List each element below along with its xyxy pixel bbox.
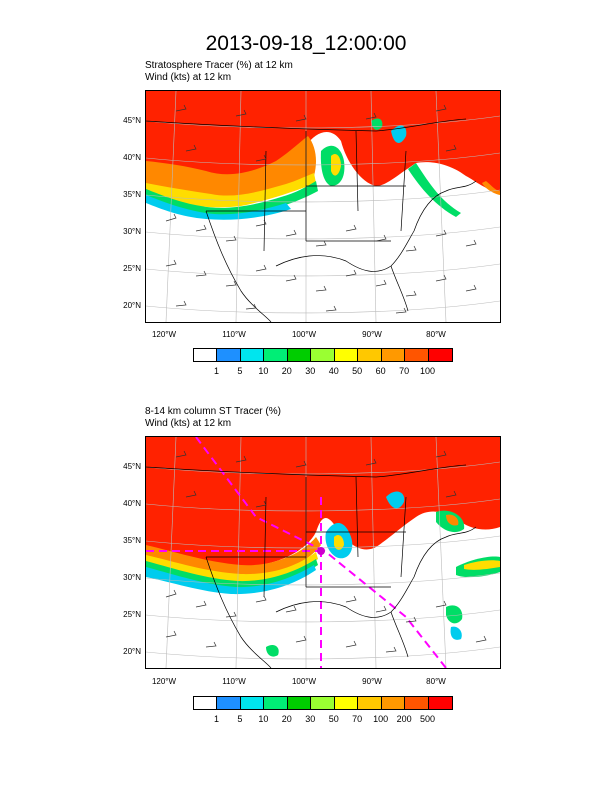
panel1-lon-label: 80°W — [426, 330, 446, 339]
colorbar-swatch — [311, 349, 335, 361]
colorbar-tick-label: 200 — [396, 714, 412, 724]
colorbar-tick-label: 10 — [258, 366, 269, 376]
colorbar-tick-label: 500 — [420, 714, 436, 724]
colorbar-swatch — [311, 697, 335, 709]
panel2-lon-label: 120°W — [151, 677, 177, 686]
colorbar-swatch — [194, 697, 218, 709]
panel1-field-title: Stratosphere Tracer (%) at 12 km — [145, 60, 293, 71]
colorbar-swatch — [240, 697, 265, 709]
colorbar-tick-label: 50 — [328, 714, 339, 724]
panel2-wind-title: Wind (kts) at 12 km — [145, 418, 232, 429]
colorbar-swatch — [334, 697, 359, 709]
colorbar-tick-label: 30 — [305, 366, 316, 376]
panel2-map-svg — [146, 437, 500, 668]
panel2-lon-label: 90°W — [362, 677, 382, 686]
panel2-dashed-trajectory — [146, 437, 447, 668]
panel1-wind-barbs — [165, 104, 477, 314]
colorbar-tick-label: 100 — [420, 366, 436, 376]
colorbar-tick-label: 70 — [399, 366, 410, 376]
panel1-lon-label: 90°W — [362, 330, 382, 339]
colorbar-swatch — [381, 349, 406, 361]
panel2-lon-label: 100°W — [291, 677, 317, 686]
colorbar-swatch — [381, 697, 406, 709]
panel2-lat-label: 20°N — [123, 647, 141, 656]
colorbar-swatch — [287, 697, 312, 709]
panel2-lon-label: 110°W — [222, 677, 246, 686]
colorbar-tick-label: 70 — [352, 714, 363, 724]
colorbar-swatch — [428, 349, 452, 361]
colorbar-tick-label: 60 — [375, 366, 386, 376]
colorbar-swatch — [217, 349, 241, 361]
panel2-lat-label: 40°N — [123, 499, 141, 508]
panel1-lat-label: 45°N — [123, 116, 141, 125]
panel2-lat-label: 30°N — [123, 573, 141, 582]
colorbar-tick-label: 20 — [281, 714, 292, 724]
panel2-map — [145, 436, 501, 669]
colorbar-swatch — [428, 697, 452, 709]
colorbar-swatch — [217, 697, 241, 709]
figure-title: 2013-09-18_12:00:00 — [205, 32, 407, 55]
colorbar-swatch — [194, 349, 218, 361]
panel1-map — [145, 90, 501, 323]
panel2-lat-label: 25°N — [123, 610, 141, 619]
colorbar-swatch — [240, 349, 265, 361]
colorbar-tick-label: 40 — [328, 366, 339, 376]
colorbar-swatch — [334, 349, 359, 361]
panel2-colorbar — [193, 696, 453, 710]
panel2-wind-barbs — [165, 450, 487, 653]
colorbar-swatch — [287, 349, 312, 361]
panel1-map-svg — [146, 91, 500, 322]
colorbar-swatch — [358, 697, 382, 709]
colorbar-tick-label: 10 — [258, 714, 269, 724]
panel1-lat-label: 35°N — [123, 190, 141, 199]
colorbar-swatch — [405, 349, 429, 361]
panel1-wind-title: Wind (kts) at 12 km — [145, 72, 232, 83]
colorbar-tick-label: 1 — [213, 366, 219, 376]
colorbar-tick-label: 20 — [281, 366, 292, 376]
panel1-lat-label: 20°N — [123, 301, 141, 310]
panel2-field-title: 8-14 km column ST Tracer (%) — [145, 406, 281, 417]
panel1-lon-label: 100°W — [291, 330, 317, 339]
panel1-colorbar — [193, 348, 453, 362]
panel1-lon-label: 120°W — [151, 330, 177, 339]
panel2-lon-label: 80°W — [426, 677, 446, 686]
colorbar-tick-label: 100 — [373, 714, 389, 724]
panel2-lat-label: 45°N — [123, 462, 141, 471]
colorbar-swatch — [358, 349, 382, 361]
colorbar-tick-label: 50 — [352, 366, 363, 376]
panel1-lat-label: 25°N — [123, 264, 141, 273]
colorbar-tick-label: 5 — [237, 366, 243, 376]
panel1-lon-label: 110°W — [222, 330, 246, 339]
colorbar-tick-label: 1 — [213, 714, 219, 724]
panel2-location-marker — [317, 547, 325, 555]
colorbar-tick-label: 5 — [237, 714, 243, 724]
panel1-lat-label: 30°N — [123, 227, 141, 236]
colorbar-swatch — [264, 349, 288, 361]
colorbar-swatch — [405, 697, 429, 709]
colorbar-tick-label: 30 — [305, 714, 316, 724]
panel1-lat-label: 40°N — [123, 153, 141, 162]
panel2-lat-label: 35°N — [123, 536, 141, 545]
colorbar-swatch — [264, 697, 288, 709]
